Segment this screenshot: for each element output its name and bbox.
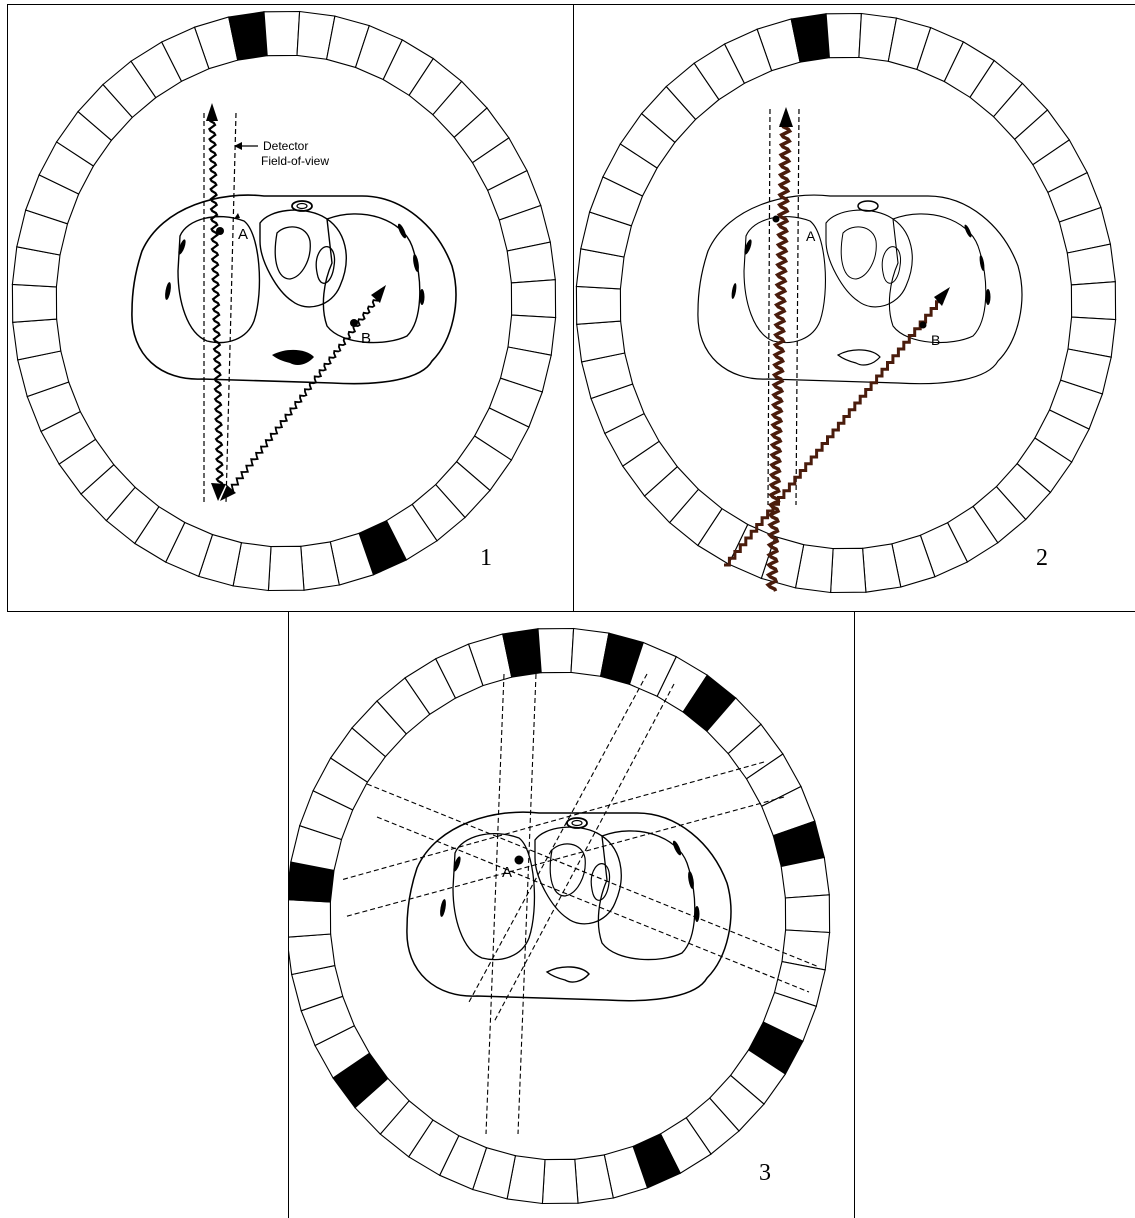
panel-1-drawing: A B Detector Field-of-view (11, 10, 557, 592)
detector-element (289, 899, 332, 938)
point-b-marker (919, 321, 927, 329)
torso-cross-section (697, 194, 1023, 385)
arrowhead-b-lower (220, 485, 236, 501)
detector-element (575, 285, 622, 325)
point-b-marker (350, 319, 358, 327)
point-b-label: B (931, 332, 940, 348)
annotation-detector-label: Detector (263, 139, 308, 153)
detector-element (263, 10, 301, 57)
detector-element (434, 643, 484, 699)
arrowhead-up-a (779, 107, 793, 127)
point-a-label: A (806, 228, 816, 244)
panel-3-drawing: A (289, 627, 831, 1205)
detector-element (1070, 281, 1117, 321)
point-a-label: A (502, 864, 512, 881)
detector-element (510, 279, 557, 319)
detector-ring (575, 12, 1117, 594)
panel-number: 2 (1036, 545, 1048, 571)
detector-element (830, 547, 867, 594)
detector-element (267, 545, 305, 592)
detector-element (11, 283, 58, 323)
diagram-panel-1: A B Detector Field-of-view 1 (7, 4, 574, 612)
detector-field-of-view-lines (767, 108, 800, 506)
lines-of-response (340, 673, 820, 1135)
gamma-ray-path-scattered-a (765, 121, 793, 592)
point-a-marker (514, 855, 524, 865)
arrowhead-up-a (206, 103, 218, 121)
detector-ring (11, 10, 557, 592)
point-a-marker (216, 227, 224, 235)
point-a-marker (772, 215, 780, 223)
point-b-label: B (361, 330, 371, 347)
gamma-ray-path-scattered-b (724, 295, 944, 567)
annotation-field-of-view-label: Field-of-view (261, 154, 329, 168)
detector-element (723, 28, 773, 85)
arrowhead-b-upper (371, 285, 386, 303)
detector-element (825, 12, 862, 59)
panel-number: 3 (759, 1160, 771, 1186)
arrowhead-down-a (211, 483, 226, 501)
arrowhead-b-upper (934, 287, 950, 306)
diagram-panel-3: A 3 (288, 611, 855, 1218)
gamma-ray-path-a (207, 116, 225, 488)
diagram-panel-2: A B 2 (573, 4, 1135, 612)
torso-cross-section (406, 811, 732, 1002)
detector-ring (289, 627, 831, 1205)
torso-cross-section (131, 194, 457, 385)
point-a-label: A (238, 226, 248, 243)
panel-number: 1 (480, 545, 492, 571)
detector-element (537, 627, 575, 674)
annotation-arrowhead (234, 142, 242, 150)
detector-element (784, 894, 831, 934)
detector-element (541, 1158, 579, 1205)
panel-2-drawing: A B (575, 12, 1117, 594)
detector-field-of-view-lines (203, 112, 237, 504)
detector-element (160, 26, 210, 83)
